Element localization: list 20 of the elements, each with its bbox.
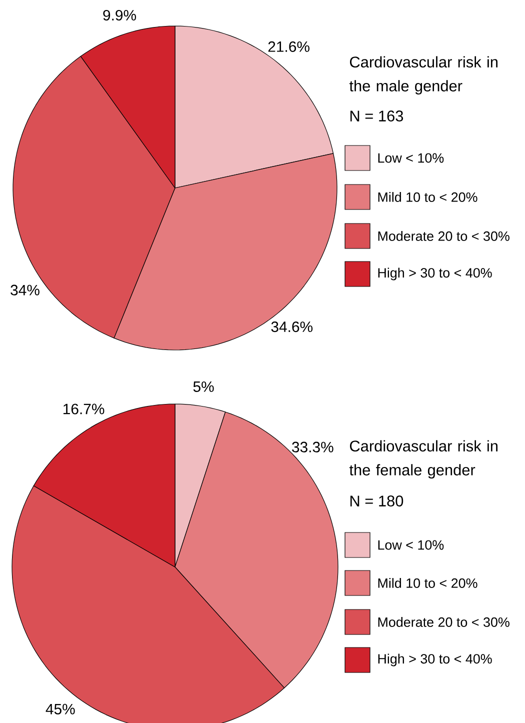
legend-label: Mild 10 to < 20%	[378, 192, 478, 202]
text: N = 180	[350, 496, 404, 506]
legend-label: Moderate 20 to < 30%	[378, 231, 510, 241]
data-label: 34.6%	[271, 321, 313, 332]
data-label: 5%	[193, 381, 214, 392]
data-label: 34%	[10, 284, 40, 296]
legend-label: Low < 10%	[378, 153, 444, 163]
legend-label: High > 30 to < 40%	[378, 654, 492, 666]
legend-label: Moderate 20 to < 30%	[378, 617, 510, 627]
data-label: 45%	[46, 704, 75, 714]
legend-title: Cardiovascular risk in the female gender	[349, 440, 498, 479]
data-label: 21.6%	[268, 41, 310, 52]
legend-label: Low < 10%	[378, 540, 444, 550]
data-label: 33.3%	[292, 442, 334, 452]
legend-title: Cardiovascular risk in the male gender	[349, 56, 498, 94]
text: N = 163	[350, 110, 404, 122]
data-label: 9.9%	[103, 10, 136, 21]
legend-label: Mild 10 to < 20%	[378, 578, 478, 588]
legend-label: High > 30 to < 40%	[378, 268, 492, 280]
data-label: 16.7%	[64, 404, 104, 414]
